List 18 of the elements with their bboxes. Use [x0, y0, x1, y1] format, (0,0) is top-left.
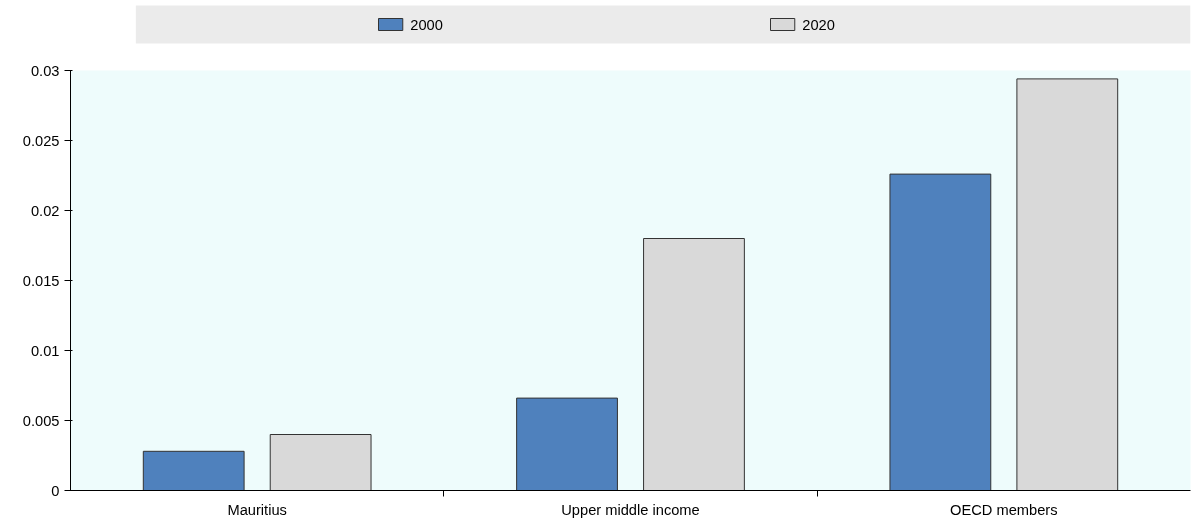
x-tick-label: Upper middle income: [561, 501, 700, 518]
y-tick-label: 0.03: [30, 62, 60, 79]
bar: [889, 173, 992, 491]
y-tick-label: 0.02: [30, 202, 60, 219]
legend-label: 2020: [802, 16, 835, 33]
bar: [516, 397, 618, 491]
x-tick-label: Mauritius: [227, 501, 287, 518]
y-tick-label: 0.01: [30, 342, 60, 359]
x-tick-label: OECD members: [950, 501, 1058, 518]
legend-label: 2000: [410, 16, 443, 33]
y-tick-label: 0.025: [22, 132, 60, 149]
y-tick-label: 0.015: [22, 272, 60, 289]
y-tick-label: 0.005: [22, 412, 60, 429]
bar: [142, 450, 245, 491]
bar: [269, 434, 372, 491]
bar: [643, 238, 745, 491]
y-tick-label: 0: [51, 482, 60, 499]
bar: [1016, 78, 1119, 491]
